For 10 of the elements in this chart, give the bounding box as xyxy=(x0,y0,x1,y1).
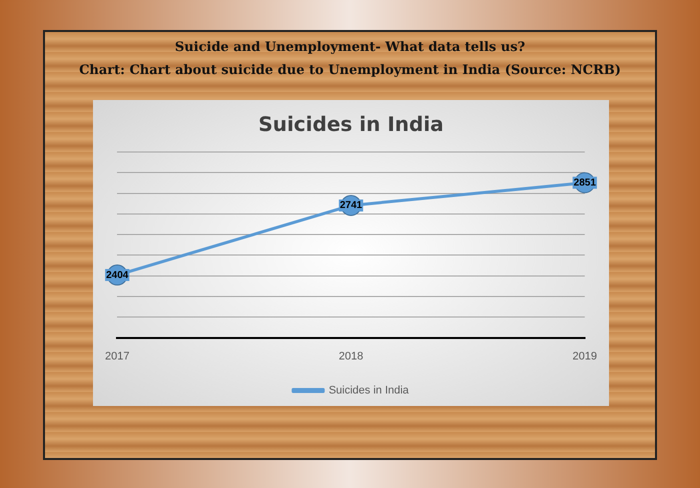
data-label: 2404 xyxy=(106,270,129,281)
chart-subtitle: Suicide and Unemployment- What data tells us? xyxy=(174,40,526,55)
legend-label: Suicides in India xyxy=(328,384,410,397)
x-tick-label: 2018 xyxy=(338,350,364,362)
data-label: 2741 xyxy=(340,200,363,212)
text: Chart: Chart about suicide due to Unemployment in India (Source: NCRB) xyxy=(78,63,622,78)
x-tick-label: 2017 xyxy=(104,350,130,362)
data-label: 2851 xyxy=(574,178,596,189)
chart-title: Suicides in India xyxy=(258,112,444,136)
x-tick-label: 2019 xyxy=(572,350,598,362)
